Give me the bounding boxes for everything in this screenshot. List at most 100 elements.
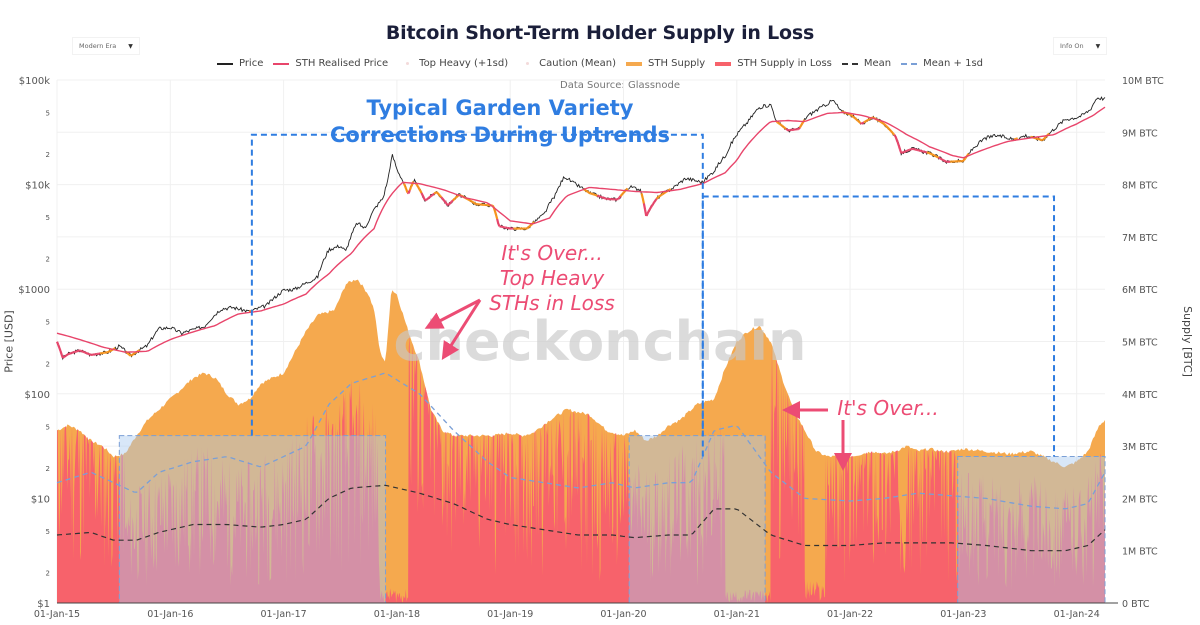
price-signal-segment [784,127,787,130]
y-tick-label: 5 [46,423,50,431]
price-signal-segment [620,192,624,196]
price-signal-segment [651,203,655,207]
price-signal-segment [945,160,948,163]
price-signal-segment [446,203,449,207]
price-signal-segment [473,201,476,205]
price-signal-segment [470,200,474,204]
y-tick-label: $10 [31,494,50,505]
price-signal-segment [450,199,454,203]
price-signal-segment [780,124,784,127]
price-signal-segment [130,353,134,357]
legend-label: STH Realised Price [295,58,389,69]
legend-swatch-icon [841,62,858,65]
price-signal-segment [404,185,408,190]
price-signal-segment [641,197,645,204]
price-signal-segment [864,120,867,123]
legend-item[interactable]: STH Supply [625,58,705,69]
sth-realised-price-line [56,106,1106,353]
legend-item[interactable]: Price [216,58,263,69]
info-dropdown-value: Info On [1060,42,1084,50]
price-signal-segment [664,191,667,194]
price-signal-segment [494,214,499,220]
price-signal-segment [855,118,858,121]
price-signal-segment [781,125,785,128]
price-signal-segment [934,154,937,158]
x-tick-label: 01-Jan-16 [147,609,193,620]
price-signal-segment [939,157,942,160]
legend-item[interactable]: STH Realised Price [273,58,388,69]
price-signal-segment [942,159,945,162]
y2-tick-label: 7M BTC [1122,233,1158,244]
legend-label: Mean [863,58,892,69]
supply-areas [57,279,1105,603]
highlight-box [957,456,1106,604]
y-tick-label: 5 [46,109,50,117]
price-signal-segment [442,199,446,203]
annotation-garden-variety: Corrections During Uptrends [330,123,670,147]
price-signal-segment [640,193,644,199]
price-signal-segment [62,356,65,359]
price-signal-segment [448,201,452,205]
price-signal-segment [892,132,896,136]
price-signal-segment [885,125,889,128]
price-signal-segment [1043,136,1047,140]
price-signal-segment [645,213,649,217]
price-signal-segment [647,208,651,213]
legend-item[interactable]: Top Heavy (+1sd) [398,58,508,69]
annotation-box [701,195,1056,457]
legend-swatch-icon [625,61,642,66]
y2-tick-label: 3M BTC [1122,442,1158,453]
legend-item[interactable]: Mean [841,58,892,69]
price-signal-segment [618,195,622,199]
price-signal-segment [962,159,965,162]
y2-tick-label: 6M BTC [1122,285,1158,296]
info-dropdown[interactable]: Info On ▼ [1053,37,1108,55]
sth-supply-in-loss-area [57,334,1105,603]
price-signal-segment [474,202,477,206]
legend-swatch-icon [406,62,410,65]
price-signal-segment [652,201,656,205]
legend-item[interactable]: STH Supply in Loss [715,58,832,69]
price-signal-segment [532,221,536,224]
legend-item[interactable]: Caution (Mean) [518,58,616,69]
legend-item[interactable]: Mean + 1sd [901,58,983,69]
price-signal-segment [649,205,653,209]
price-signal-segment [422,197,426,201]
price-signal-segment [929,152,932,156]
legend-label: Mean + 1sd [923,58,984,69]
x-tick-label: 01-Jan-15 [34,609,80,620]
legend-label: STH Supply in Loss [737,58,832,69]
y-tick-label: 2 [46,360,50,368]
price-signal-segment [420,192,424,196]
price-signal-segment [966,153,970,156]
price-signal-segment [658,194,661,198]
price-signal-segment [849,113,852,117]
price-signal-segment [779,123,782,127]
price-signal-segment [493,210,498,215]
price-signal-segment [887,127,891,131]
price-signal-segment [932,153,935,157]
legend: Price STH Realised Price Top Heavy (+1sd) C… [0,58,1200,69]
price-signal-segment [1047,132,1050,136]
chevron-down-icon: ▼ [128,42,133,50]
price-signal-segment [857,120,861,123]
price-signal-segment [895,138,899,143]
price-signal-segment [935,155,938,158]
price-signal-segment [655,196,659,200]
annotation-arrow [441,299,482,361]
era-dropdown[interactable]: Modern Era ▼ [72,37,140,55]
price-signal-segment [435,191,439,195]
price-signal-segment [472,201,475,204]
price-signal-segment [529,224,532,227]
price-signal-segment [884,123,887,127]
price-signal-segment [896,142,900,147]
annotation-top-heavy: STHs in Loss [489,291,615,315]
price-signal-segment [866,118,870,122]
legend-label: Top Heavy (+1sd) [419,58,509,69]
price-signal-segment [426,197,430,200]
price-signal-segment [415,184,419,188]
y-tick-label: $100 [25,390,50,401]
price-signal-segment [778,122,781,126]
price-signal-segment [646,211,650,215]
